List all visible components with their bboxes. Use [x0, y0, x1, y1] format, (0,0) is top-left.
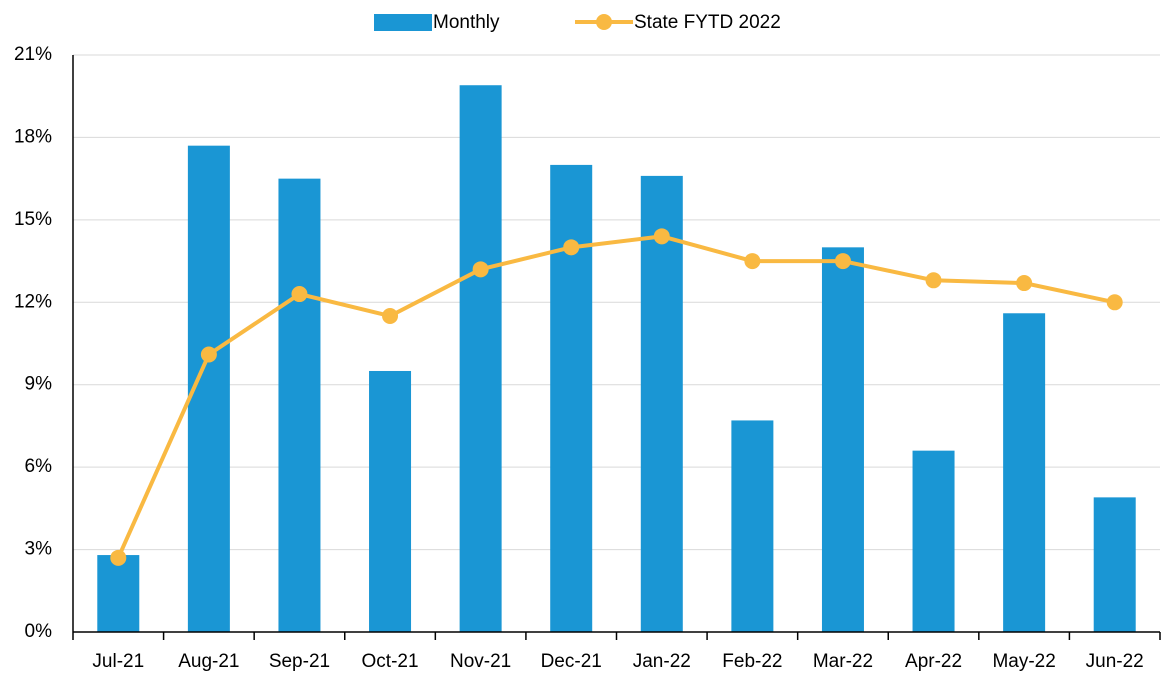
marker — [1016, 275, 1033, 292]
y-tick-label: 0% — [25, 621, 53, 642]
bar — [1003, 313, 1046, 632]
marker — [925, 272, 942, 289]
bar — [550, 164, 593, 632]
y-tick-label: 15% — [14, 209, 52, 230]
marker — [472, 261, 489, 278]
legend-swatch — [596, 14, 612, 30]
marker — [744, 253, 761, 270]
y-tick-label: 12% — [14, 291, 52, 312]
marker — [834, 253, 851, 270]
line — [116, 234, 1116, 559]
x-tick-label: Sep-21 — [269, 651, 330, 672]
x-tick-label: Apr-22 — [905, 651, 962, 672]
bar — [1093, 497, 1136, 632]
bar — [97, 555, 140, 632]
bar — [640, 175, 683, 632]
marker — [382, 308, 399, 325]
legend-label: State FYTD 2022 — [634, 12, 781, 33]
y-tick-label: 9% — [25, 374, 53, 395]
y-tick-label: 21% — [14, 44, 52, 65]
x-tick-label: Jun-22 — [1086, 651, 1144, 672]
bar — [278, 178, 321, 632]
bar — [912, 450, 955, 632]
x-tick-label: Oct-21 — [362, 651, 419, 672]
x-tick-label: Dec-21 — [541, 651, 602, 672]
bar — [459, 85, 502, 632]
x-tick-label: Mar-22 — [813, 651, 873, 672]
marker — [1106, 294, 1123, 311]
marker — [200, 346, 217, 363]
marker — [563, 239, 580, 256]
y-tick-label: 6% — [25, 456, 53, 477]
x-tick-label: Feb-22 — [722, 651, 782, 672]
legend-swatch — [374, 14, 432, 31]
marker — [291, 286, 308, 303]
legend-label: Monthly — [433, 12, 500, 33]
x-tick-label: Nov-21 — [450, 651, 511, 672]
x-tick-label: Aug-21 — [178, 651, 239, 672]
bar — [369, 370, 412, 632]
marker — [653, 228, 670, 245]
x-tick-label: May-22 — [992, 651, 1055, 672]
bar — [731, 420, 774, 632]
y-tick-label: 18% — [14, 126, 52, 147]
y-tick-label: 3% — [25, 539, 53, 560]
x-tick-label: Jan-22 — [633, 651, 691, 672]
marker — [110, 549, 127, 566]
x-tick-label: Jul-21 — [92, 651, 144, 672]
bar — [821, 247, 864, 633]
